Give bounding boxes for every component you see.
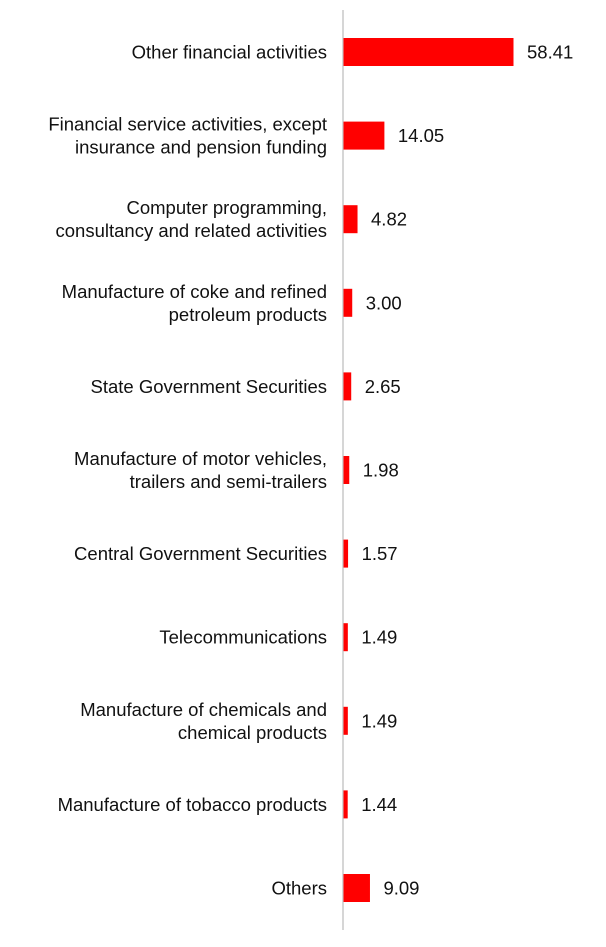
category-label-1: Financial service activities, except insu… <box>48 114 327 158</box>
category-label-9: Manufacture of tobacco products <box>58 794 327 815</box>
value-label-3: 3.00 <box>366 292 402 313</box>
bar-9 <box>343 790 348 819</box>
bar-5 <box>343 456 350 484</box>
value-label-4: 2.65 <box>365 376 401 397</box>
value-label-9: 1.44 <box>361 794 397 815</box>
category-label-3: Manufacture of coke and refined petroleum… <box>62 281 327 325</box>
category-label-4: State Government Securities <box>91 376 328 397</box>
bar-10 <box>343 874 370 902</box>
value-label-2: 4.82 <box>371 209 407 230</box>
category-label-0: Other financial activities <box>132 42 327 63</box>
value-label-8: 1.49 <box>361 710 397 731</box>
value-label-7: 1.49 <box>361 627 397 648</box>
category-label-7: Telecommunications <box>159 627 327 648</box>
category-label-5: Manufacture of motor vehicles, trailers a… <box>74 448 327 492</box>
bar-1 <box>343 121 385 150</box>
value-label-0: 58.41 <box>527 42 573 63</box>
bar-3 <box>343 288 353 317</box>
value-label-1: 14.05 <box>398 125 444 146</box>
category-label-8: Manufacture of chemicals and chemical pro… <box>80 699 327 743</box>
bar-6 <box>343 539 349 568</box>
bar-4 <box>343 372 352 401</box>
value-labels-group: 58.41 14.05 4.82 3.00 2.65 1.98 1.57 1.49 1.49 1.… <box>361 42 573 899</box>
category-label-6: Central Government Securities <box>74 543 327 564</box>
value-label-5: 1.98 <box>363 460 399 481</box>
bar-8 <box>343 706 348 735</box>
category-label-10: Others <box>271 878 327 899</box>
bar-2 <box>343 205 358 234</box>
value-label-6: 1.57 <box>362 543 398 564</box>
bar-7 <box>343 623 348 652</box>
value-label-10: 9.09 <box>383 878 419 899</box>
bar-0 <box>343 38 514 66</box>
bars-group <box>343 38 514 902</box>
category-label-2: Computer programming, consultancy and rel… <box>56 197 327 241</box>
category-labels-group: Other financial activities Financial serv… <box>48 42 327 899</box>
